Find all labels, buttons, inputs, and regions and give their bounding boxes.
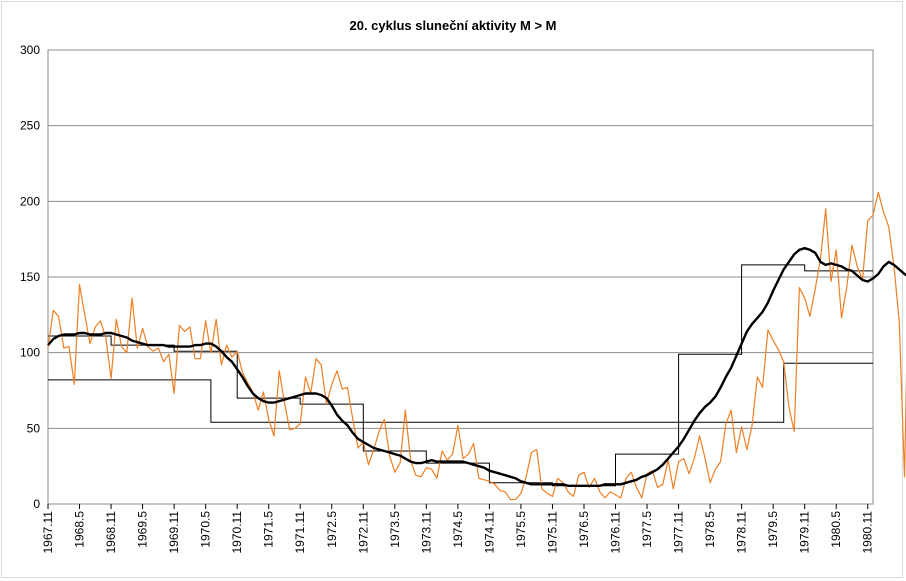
x-tick-label: 1980.5 (829, 511, 843, 548)
x-tick-label: 1971.5 (262, 511, 276, 548)
x-tick-label: 1980.11 (861, 511, 875, 554)
x-tick-label: 1970.5 (199, 511, 213, 548)
x-tick-label: 1975.5 (514, 511, 528, 548)
x-tick-label: 1973.5 (388, 511, 402, 548)
x-tick-label: 1974.5 (451, 511, 465, 548)
x-tick-label: 1976.5 (577, 511, 591, 548)
y-tick-label: 50 (27, 421, 41, 435)
x-tick-label: 1974.11 (482, 511, 496, 554)
chart-title: 20. cyklus sluneční aktivity M > M (349, 18, 557, 33)
x-tick-label: 1968.11 (104, 511, 118, 554)
x-tick-label: 1969.11 (167, 511, 181, 554)
x-tick-label: 1978.5 (703, 511, 717, 548)
x-tick-label: 1969.5 (136, 511, 150, 548)
monthly-series-line (47, 191, 906, 501)
x-tick-label: 1970.11 (230, 511, 244, 554)
step-series-cycle (48, 362, 873, 423)
y-tick-label: 250 (20, 119, 40, 133)
y-tick-label: 150 (20, 270, 40, 284)
y-tick-label: 0 (33, 497, 40, 511)
y-tick-label: 200 (20, 194, 40, 208)
x-tick-label: 1979.11 (798, 511, 812, 554)
x-tick-label: 1976.11 (609, 511, 623, 554)
step-series-yearly (48, 264, 873, 487)
x-tick-label: 1975.11 (545, 511, 559, 554)
x-tick-label: 1967.11 (41, 511, 55, 554)
x-tick-label: 1977.11 (672, 511, 686, 554)
x-tick-label: 1972.5 (325, 511, 339, 548)
x-tick-label: 1978.11 (735, 511, 749, 554)
x-tick-label: 1973.11 (419, 511, 433, 554)
x-tick-label: 1968.5 (73, 511, 87, 548)
x-tick-label: 1972.11 (356, 511, 370, 554)
x-tick-label: 1979.5 (766, 511, 780, 548)
y-tick-label: 300 (20, 43, 40, 57)
x-tick-label: 1977.5 (640, 511, 654, 548)
x-tick-label: 1971.11 (293, 511, 307, 554)
y-tick-label: 100 (20, 346, 40, 360)
smoothed-series-line (47, 246, 906, 487)
